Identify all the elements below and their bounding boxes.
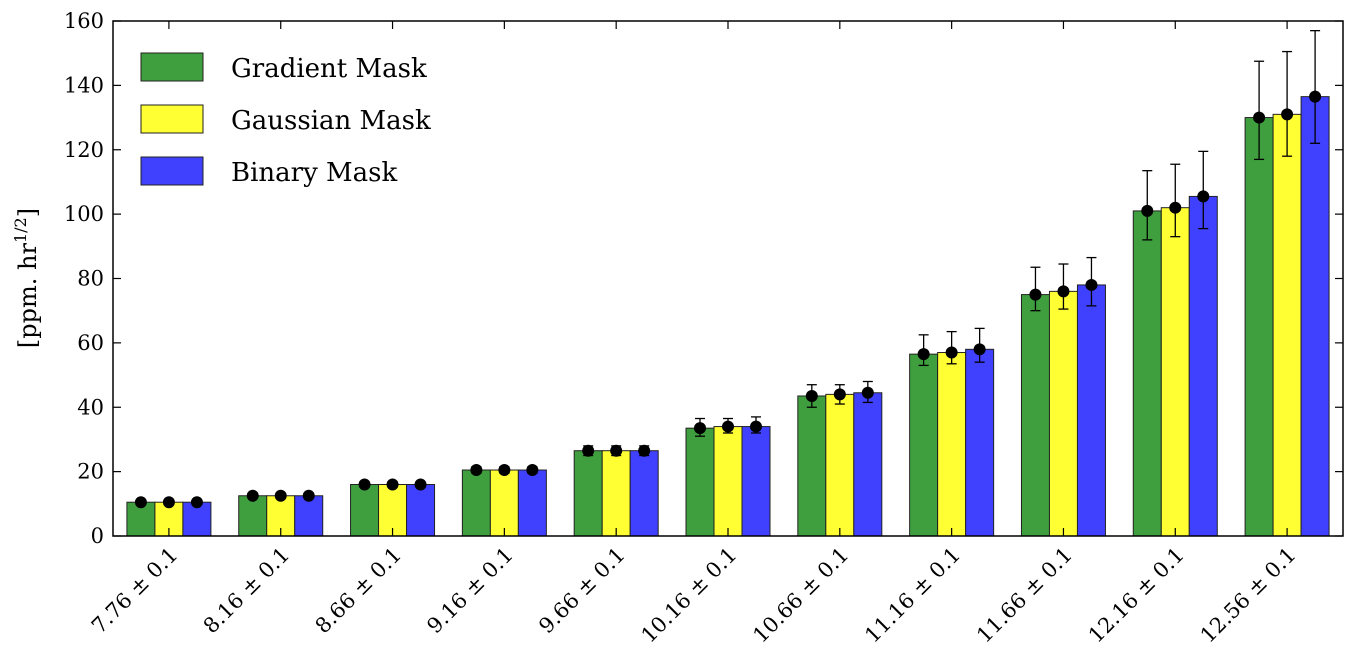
data-point [610,444,623,457]
y-tick-label: 80 [77,267,104,291]
bar [573,450,603,537]
bar [1300,96,1330,537]
bar [909,353,939,537]
data-point [1197,190,1210,203]
data-point [917,348,930,361]
bar [685,427,715,537]
bar [937,352,967,537]
y-tick-label: 140 [64,73,104,97]
bar [294,495,324,537]
data-point [694,422,706,435]
x-tick-label: 9.66 ± 0.1 [534,543,630,639]
data-point [134,496,147,509]
data-point [582,444,595,457]
y-axis-label: [ppm. hr1/2] [11,208,42,348]
data-point [1309,90,1322,103]
bar [1132,210,1162,537]
bar [1244,117,1274,537]
bar [350,484,380,537]
bar [1188,195,1218,537]
data-point [1169,201,1182,214]
y-tick-label: 40 [77,395,104,419]
legend-label: Gaussian Mask [231,106,431,136]
bar [1048,290,1078,537]
data-point [414,478,427,491]
y-axis-label-main: [ppm. hr [14,243,42,349]
x-tick-label: 10.66 ± 0.1 [748,543,853,648]
bar [378,484,408,537]
data-point [750,420,762,433]
x-tick-label: 11.66 ± 0.1 [972,543,1077,648]
bar [965,348,995,537]
data-point [833,388,846,401]
bar [853,392,883,537]
data-point [190,496,203,509]
y-tick-label: 60 [77,331,104,355]
data-point [638,444,651,457]
data-point [358,478,371,491]
legend-swatch [140,156,204,186]
data-point [1281,108,1294,121]
y-tick-label: 160 [64,9,104,33]
data-point [1029,288,1042,301]
x-tick-label: 12.16 ± 0.1 [1084,543,1189,648]
y-tick-label: 0 [91,524,104,548]
bar [1020,294,1050,537]
bar [489,469,519,537]
data-point [1253,111,1266,124]
x-tick-label: 8.66 ± 0.1 [311,543,407,639]
y-axis-label-close: ] [14,208,42,217]
bar [1272,113,1302,537]
x-tick-label: 12.56 ± 0.1 [1196,543,1301,648]
data-point [274,489,287,502]
x-tick-label: 7.76 ± 0.1 [87,543,183,639]
bar [517,469,547,537]
bar [406,484,436,537]
data-point [945,346,958,359]
legend: Gradient Mask Gaussian Mask Binary Mask [140,52,431,188]
y-axis-label-exponent: 1/2 [11,217,30,243]
data-point [162,496,175,509]
y-tick-label: 120 [64,138,104,162]
data-point [498,464,511,477]
x-tick-label: 10.16 ± 0.1 [637,543,742,648]
bar [797,395,827,537]
bar [1076,284,1106,537]
y-tick-label: 20 [77,460,104,484]
data-point [246,489,259,502]
x-tick-label: 8.16 ± 0.1 [199,543,295,639]
bar [629,450,659,537]
data-point [1057,285,1070,298]
data-point [526,464,539,477]
bar [1160,207,1190,537]
data-point [1085,278,1098,291]
data-point [386,478,399,491]
y-axis: 0 20 40 60 80 100 120 140 160 [64,9,1343,548]
data-point [1141,204,1154,217]
bar [825,393,855,537]
data-point [861,386,874,399]
x-tick-label: 11.16 ± 0.1 [860,543,965,648]
legend-label: Binary Mask [231,158,398,188]
bars-layer [126,96,1330,537]
data-point [722,420,734,433]
data-point [805,389,818,402]
legend-swatch [140,104,204,134]
data-point [302,489,315,502]
legend-label: Gradient Mask [231,54,427,84]
bar [741,426,771,537]
data-point [470,464,483,477]
error-bars-layer [134,30,1322,509]
legend-swatch [140,52,204,82]
x-tick-label: 9.16 ± 0.1 [422,543,518,639]
bar [713,426,743,537]
bar [601,450,631,537]
y-tick-label: 100 [64,202,104,226]
bar [238,495,268,537]
bar [461,469,491,537]
data-point [973,343,986,356]
